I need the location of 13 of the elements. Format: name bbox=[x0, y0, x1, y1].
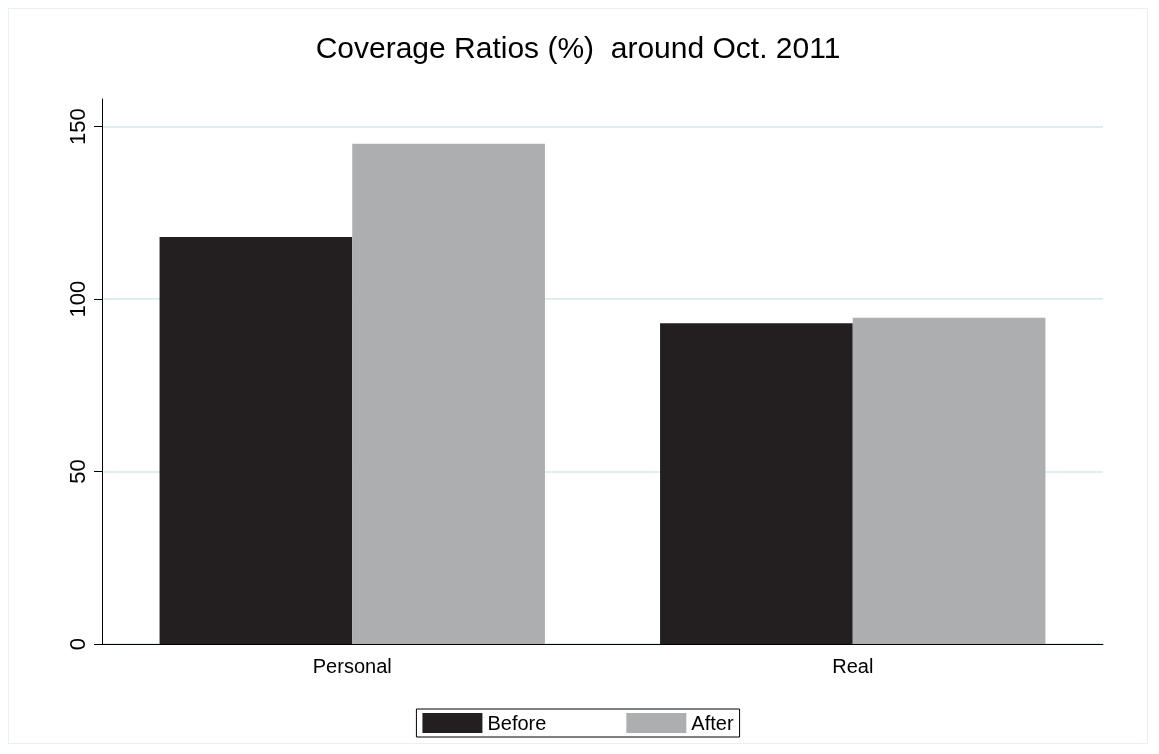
legend-label: Before bbox=[487, 712, 547, 734]
chart-title: Coverage Ratios (%) around Oct. 2011 bbox=[315, 30, 841, 64]
y-tick-label: 150 bbox=[64, 108, 90, 145]
y-tick-label: 0 bbox=[64, 637, 90, 651]
y-tick-label: 50 bbox=[64, 459, 90, 484]
x-tick-label: Real bbox=[832, 655, 874, 677]
bar bbox=[852, 317, 1046, 644]
legend-label: After bbox=[691, 712, 734, 734]
bar bbox=[660, 323, 853, 644]
x-tick-label: Personal bbox=[312, 655, 392, 677]
y-tick-label: 100 bbox=[64, 280, 90, 318]
bar bbox=[352, 143, 545, 644]
bar bbox=[159, 236, 353, 644]
